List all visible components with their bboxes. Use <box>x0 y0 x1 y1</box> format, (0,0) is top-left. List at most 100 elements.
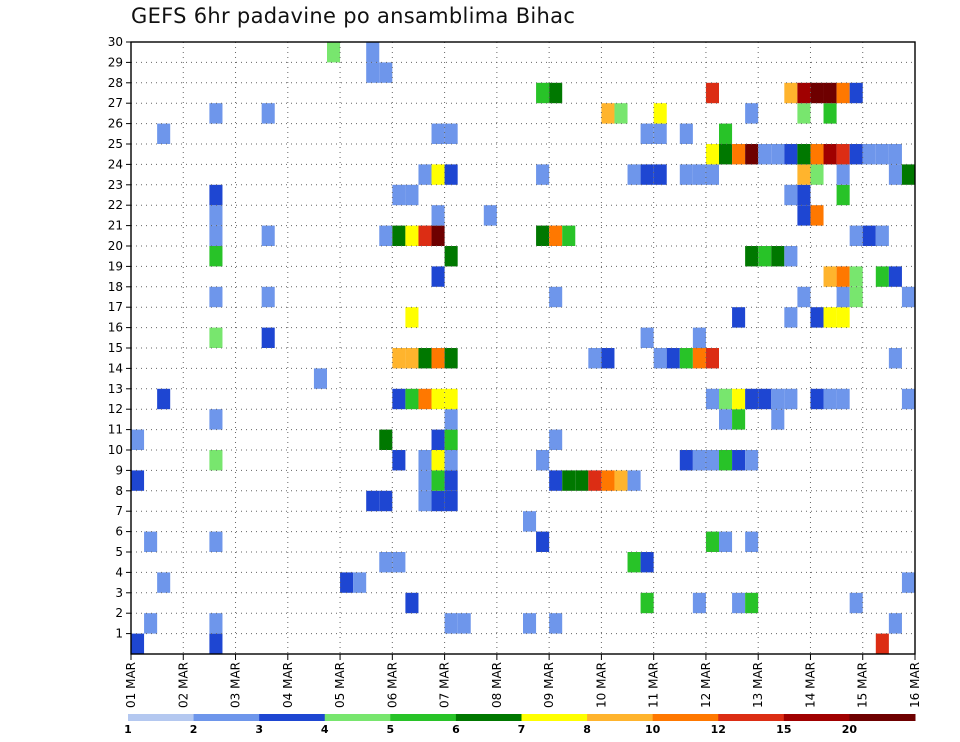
heatmap-cell <box>379 490 393 512</box>
heatmap-cell <box>614 470 628 491</box>
y-tick-label: 1 <box>115 627 123 641</box>
heatmap-cell <box>588 470 602 491</box>
heatmap-cell <box>875 144 889 165</box>
heatmap-cell <box>862 225 876 246</box>
heatmap-cell <box>418 388 432 410</box>
heatmap-cell <box>810 388 824 410</box>
heatmap-cell <box>379 62 393 83</box>
heatmap-cell <box>366 42 380 63</box>
colorbar-label: 8 <box>583 723 591 736</box>
heatmap-cell <box>653 164 667 185</box>
heatmap-cell <box>836 164 850 185</box>
heatmap-cell <box>823 144 837 165</box>
heatmap-cell <box>457 613 471 634</box>
heatmap-cell <box>705 164 719 185</box>
heatmap-cell <box>705 450 719 471</box>
heatmap-cell <box>431 388 445 410</box>
colorbar-label: 3 <box>255 723 263 736</box>
heatmap-cell <box>640 552 654 573</box>
heatmap-cell <box>849 592 863 614</box>
heatmap-cell <box>431 225 445 246</box>
heatmap-cell <box>209 450 223 471</box>
heatmap-cell <box>745 388 759 410</box>
heatmap-cell <box>431 164 445 185</box>
heatmap-cell <box>209 633 223 654</box>
y-tick-label: 26 <box>108 117 123 131</box>
heatmap-cell <box>771 388 785 410</box>
heatmap-cell <box>901 388 915 410</box>
heatmap-cell <box>732 388 746 410</box>
x-tick-label: 08 MAR <box>490 662 504 708</box>
heatmap-cell <box>444 409 458 430</box>
heatmap-cell <box>353 572 367 593</box>
heatmap-cell <box>366 62 380 83</box>
heatmap-cell <box>418 450 432 471</box>
heatmap-cell <box>810 205 824 226</box>
heatmap-cell <box>444 613 458 634</box>
heatmap-cell <box>601 470 615 491</box>
colorbar-label: 4 <box>321 723 329 736</box>
heatmap-cell <box>679 164 693 185</box>
heatmap-cell <box>379 552 393 573</box>
heatmap-cell <box>849 82 863 104</box>
heatmap-cell <box>261 103 275 124</box>
heatmap-cell <box>784 246 798 267</box>
y-tick-label: 22 <box>108 198 123 212</box>
heatmap-cell <box>392 552 406 573</box>
heatmap-cell <box>340 572 354 593</box>
heatmap-cell <box>836 266 850 287</box>
heatmap-cell <box>705 531 719 552</box>
heatmap-cell <box>209 103 223 124</box>
heatmap-cell <box>888 144 902 165</box>
heatmap-cells <box>131 42 915 654</box>
heatmap-cell <box>797 164 811 185</box>
colorbar-label: 10 <box>645 723 661 736</box>
heatmap-cell <box>549 613 563 634</box>
heatmap-cell <box>575 470 589 491</box>
heatmap-cell <box>209 409 223 430</box>
heatmap-cell <box>719 531 733 552</box>
heatmap-cell <box>653 348 667 369</box>
heatmap-cell <box>679 348 693 369</box>
heatmap-cell <box>392 388 406 410</box>
heatmap-cell <box>836 307 850 328</box>
colorbar-swatch <box>521 714 588 721</box>
heatmap-cell <box>797 103 811 124</box>
heatmap-cell <box>444 388 458 410</box>
heatmap-cell <box>771 246 785 267</box>
heatmap-cell <box>405 184 419 206</box>
heatmap-cell <box>444 429 458 450</box>
heatmap-cell <box>431 123 445 144</box>
dotted-grid <box>131 41 915 654</box>
heatmap-cell <box>209 205 223 226</box>
colorbar: 1 2 3 4 5 6 7 8 10 12 15 20 <box>124 714 916 736</box>
colorbar-swatch <box>259 714 326 721</box>
heatmap-cell <box>209 246 223 267</box>
heatmap-cell <box>836 82 850 104</box>
heatmap-cell <box>261 225 275 246</box>
heatmap-cell <box>627 552 641 573</box>
heatmap-cell <box>797 144 811 165</box>
y-tick-label: 7 <box>115 504 123 518</box>
heatmap-cell <box>549 429 563 450</box>
heatmap-cell <box>431 450 445 471</box>
heatmap-cell <box>705 388 719 410</box>
heatmap-cell <box>366 490 380 512</box>
colorbar-label: 7 <box>518 723 526 736</box>
heatmap-cell <box>705 348 719 369</box>
heatmap-cell <box>745 450 759 471</box>
colorbar-swatch <box>718 714 785 721</box>
heatmap-cell <box>901 164 915 185</box>
heatmap-cell <box>549 82 563 104</box>
heatmap-cell <box>627 470 641 491</box>
heatmap-cell <box>431 429 445 450</box>
heatmap-cell <box>666 348 680 369</box>
heatmap-cell <box>692 327 706 348</box>
y-tick-label: 4 <box>115 565 123 579</box>
y-tick-label: 24 <box>108 157 123 171</box>
y-tick-label: 14 <box>108 361 123 375</box>
heatmap-cell <box>849 266 863 287</box>
heatmap-cell <box>536 450 550 471</box>
heatmap-cell <box>862 144 876 165</box>
